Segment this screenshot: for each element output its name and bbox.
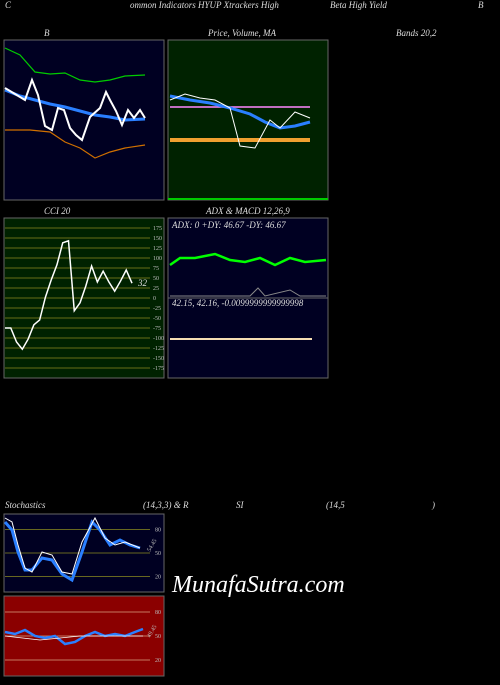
stoch-last: 54.45: [147, 538, 159, 553]
panel-label: Stochastics: [5, 500, 46, 510]
y-tick-label: 0: [153, 296, 156, 302]
y-tick-label: 50: [153, 276, 159, 282]
rsi-line: [4, 627, 144, 646]
y-tick-label: -75: [153, 326, 161, 332]
y-tick-label: -50: [153, 316, 161, 322]
panel-label: ADX & MACD 12,26,9: [205, 206, 290, 216]
panel-label: (14,3,3) & R: [143, 500, 189, 510]
y-tick-label: 175: [153, 226, 162, 232]
middle-band: [4, 88, 146, 122]
y-tick-label: 50: [155, 634, 161, 640]
panel-label: Price, Volume, MA: [207, 28, 276, 38]
adx-line: [169, 252, 327, 267]
y-tick-label: 125: [153, 246, 162, 252]
cci-line: [5, 239, 133, 351]
y-tick-label: -175: [153, 366, 164, 372]
di-line: [170, 287, 326, 297]
y-tick-label: -125: [153, 346, 164, 352]
stoch-k: [3, 519, 141, 583]
y-tick-label: 25: [153, 286, 159, 292]
watermark: MunafaSutra.com: [171, 572, 345, 598]
cci-chart: 175 150 125 100 75 50 25 0 -25 -50 -75 -100 -125 -150…: [5, 226, 164, 372]
y-tick-label: 20: [155, 574, 161, 580]
rsi-ticks: 80 50 20: [5, 610, 161, 664]
panel-label: ): [431, 500, 435, 510]
y-tick-label: 20: [155, 658, 161, 664]
adx-text: ADX: 0 +DY: 46.67 -DY: 46.67: [171, 220, 286, 230]
ma-line: [169, 94, 311, 130]
y-tick-label: -150: [153, 356, 164, 362]
macd-text: 42.15, 42.16, -0.0099999999999998: [172, 298, 304, 308]
panel-label: Bands 20,2: [396, 28, 437, 38]
rsi-ma: [4, 635, 143, 641]
y-tick-label: -100: [153, 336, 164, 342]
cci-last: 32: [137, 278, 148, 288]
price-line: [169, 93, 311, 149]
y-tick-label: 80: [155, 610, 161, 616]
y-tick-label: 75: [153, 266, 159, 272]
stoch-ticks: 80 50 20: [5, 528, 161, 580]
header-right: B: [478, 0, 484, 10]
y-tick-label: 100: [153, 256, 162, 262]
panel-label: CCI 20: [44, 206, 71, 216]
y-tick-label: 80: [155, 528, 161, 534]
lower-band: [5, 129, 146, 159]
y-tick-label: 150: [153, 236, 162, 242]
panel-label: B: [44, 28, 50, 38]
header-left: C: [5, 0, 12, 10]
panel-label: SI: [236, 500, 245, 510]
stoch-d: [4, 516, 141, 575]
header-title: ommon Indicators HYUP Xtrackers High: [130, 0, 279, 10]
panel-label: (14,5: [326, 500, 345, 510]
y-tick-label: 50: [155, 551, 161, 557]
header-middle: Beta High Yield: [330, 0, 387, 10]
upper-band: [4, 47, 146, 83]
price-panel: [167, 39, 329, 201]
rsi-last: 49.45: [147, 624, 159, 639]
price-line: [4, 77, 146, 142]
y-tick-label: -25: [153, 306, 161, 312]
